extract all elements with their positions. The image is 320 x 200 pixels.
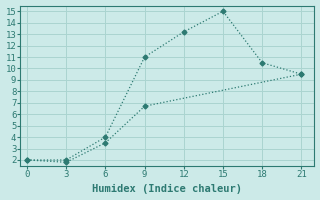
X-axis label: Humidex (Indice chaleur): Humidex (Indice chaleur) bbox=[92, 184, 243, 194]
